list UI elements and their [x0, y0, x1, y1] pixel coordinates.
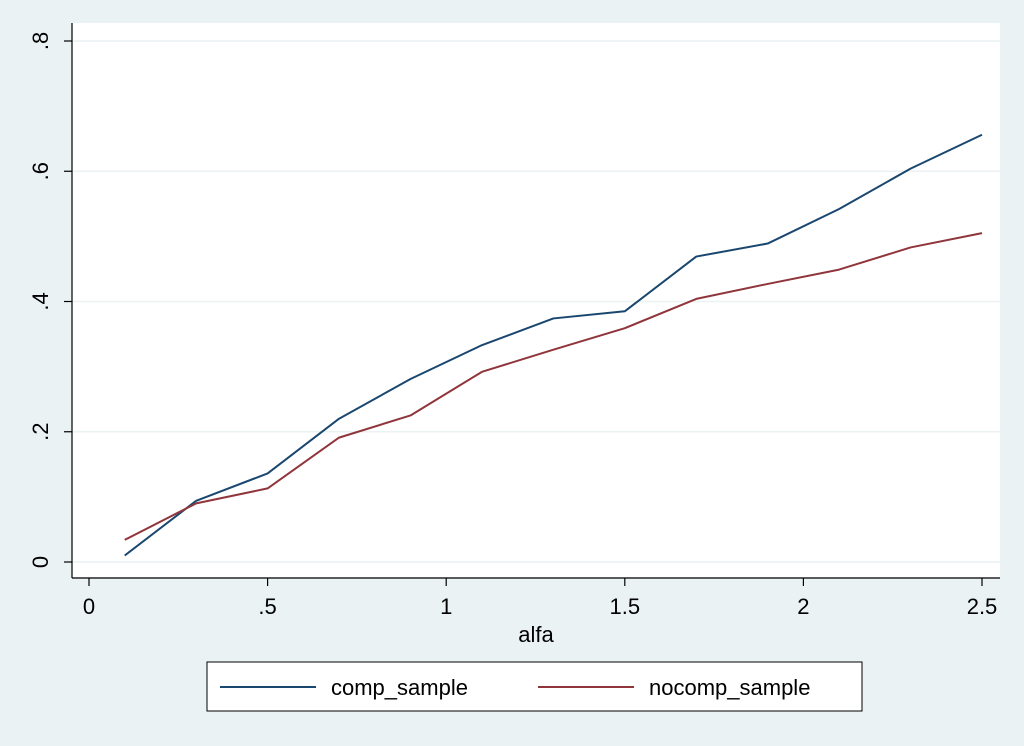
- y-tick-label-1: .2: [28, 423, 53, 441]
- legend-label-comp-sample: comp_sample: [331, 675, 468, 700]
- x-tick-label-5: 2.5: [967, 594, 998, 619]
- x-axis-label: alfa: [518, 622, 554, 647]
- x-tick-label-2: 1: [440, 594, 452, 619]
- x-tick-label-0: 0: [83, 594, 95, 619]
- x-tick-label-4: 2: [797, 594, 809, 619]
- legend-label-nocomp-sample: nocomp_sample: [649, 675, 810, 700]
- y-tick-label-2: .4: [28, 292, 53, 310]
- series-lines: [124, 133, 983, 557]
- legend: comp_sample nocomp_sample: [206, 661, 863, 712]
- axes: [71, 23, 1000, 579]
- y-axis-ticks: 0 .2 .4 .6 .8: [28, 32, 72, 568]
- series-line-comp-sample: [124, 133, 983, 557]
- y-tick-label-3: .6: [28, 162, 53, 180]
- x-axis-ticks: 0 .5 1 1.5 2 2.5: [83, 578, 997, 619]
- y-tick-label-0: 0: [28, 556, 53, 568]
- x-tick-label-3: 1.5: [610, 594, 641, 619]
- x-tick-label-1: .5: [258, 594, 276, 619]
- plot-area: [72, 23, 1000, 577]
- gridlines: [72, 40, 1000, 563]
- y-tick-label-4: .8: [28, 32, 53, 50]
- legend-box: [206, 661, 863, 712]
- series-line-nocomp-sample: [124, 232, 983, 541]
